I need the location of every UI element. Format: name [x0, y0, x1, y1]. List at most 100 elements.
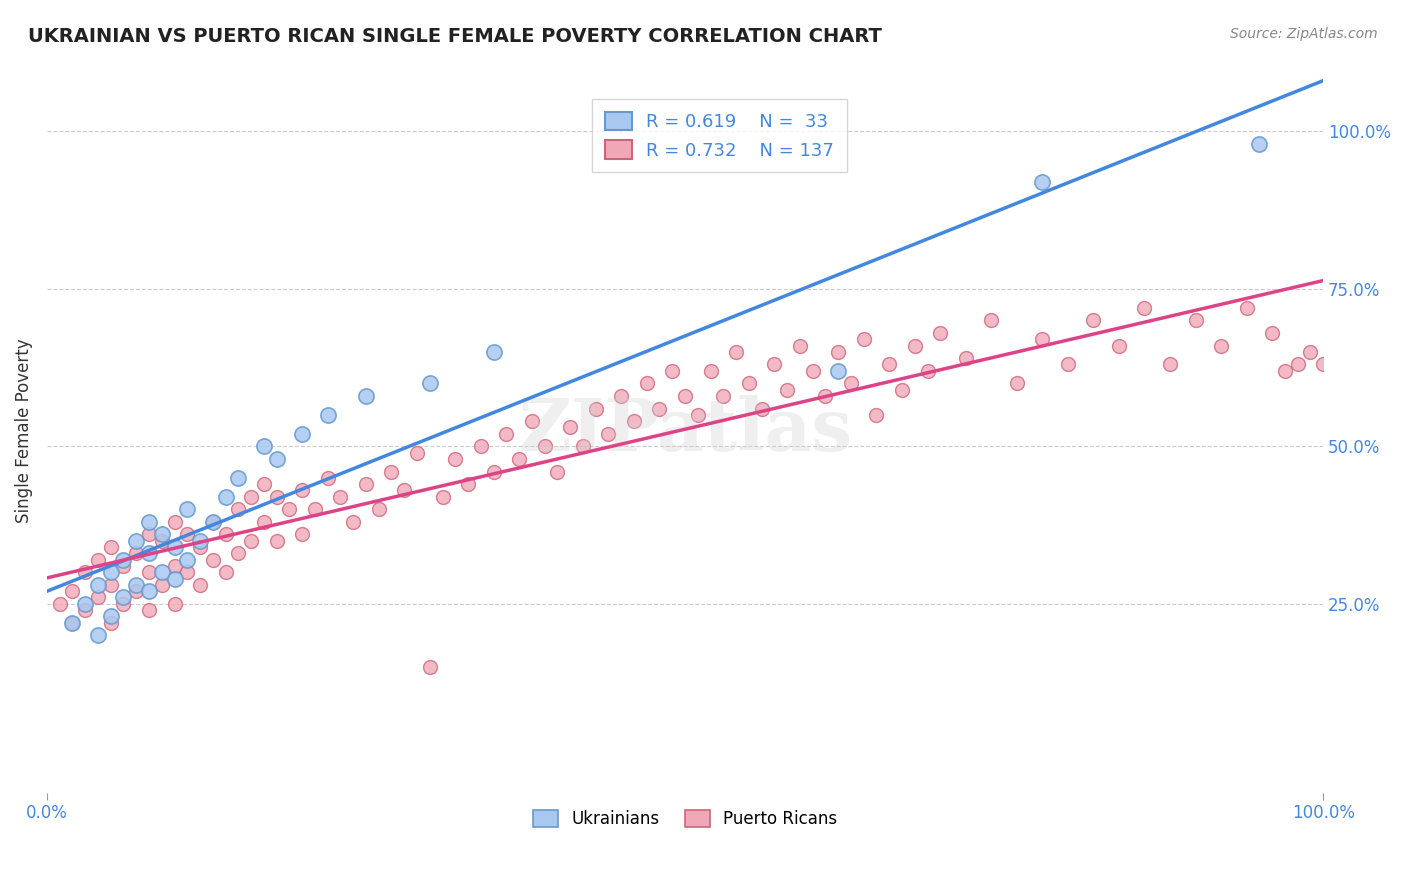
Point: [291, 527, 314, 541]
Point: [87, 552, 110, 566]
Point: [482, 465, 505, 479]
Point: [214, 527, 236, 541]
Point: [470, 439, 492, 453]
Point: [201, 515, 224, 529]
Point: [1108, 338, 1130, 352]
Point: [1299, 344, 1322, 359]
Point: [751, 401, 773, 416]
Point: [444, 451, 467, 466]
Text: ZIPatlas: ZIPatlas: [517, 395, 852, 467]
Point: [865, 408, 887, 422]
Point: [138, 527, 160, 541]
Point: [112, 552, 135, 566]
Point: [163, 540, 186, 554]
Point: [661, 364, 683, 378]
Point: [342, 515, 364, 529]
Point: [1249, 137, 1271, 152]
Point: [62, 584, 84, 599]
Point: [138, 546, 160, 560]
Point: [125, 533, 148, 548]
Point: [138, 566, 160, 580]
Point: [560, 420, 582, 434]
Point: [62, 615, 84, 630]
Text: Source: ZipAtlas.com: Source: ZipAtlas.com: [1230, 27, 1378, 41]
Point: [929, 326, 952, 340]
Point: [163, 597, 186, 611]
Point: [610, 389, 633, 403]
Point: [100, 566, 122, 580]
Point: [138, 515, 160, 529]
Point: [163, 558, 186, 573]
Point: [725, 344, 748, 359]
Point: [75, 566, 97, 580]
Point: [138, 584, 160, 599]
Point: [188, 533, 211, 548]
Point: [253, 439, 276, 453]
Point: [763, 358, 786, 372]
Point: [852, 332, 875, 346]
Point: [176, 566, 198, 580]
Point: [572, 439, 595, 453]
Y-axis label: Single Female Poverty: Single Female Poverty: [15, 338, 32, 523]
Point: [1184, 313, 1206, 327]
Point: [253, 515, 276, 529]
Point: [188, 540, 211, 554]
Point: [1031, 332, 1053, 346]
Point: [1209, 338, 1232, 352]
Point: [432, 490, 454, 504]
Point: [266, 533, 288, 548]
Point: [1236, 301, 1258, 315]
Point: [380, 465, 402, 479]
Point: [520, 414, 543, 428]
Point: [100, 615, 122, 630]
Point: [125, 578, 148, 592]
Point: [163, 515, 186, 529]
Point: [394, 483, 416, 498]
Point: [827, 364, 849, 378]
Point: [150, 533, 173, 548]
Point: [406, 445, 429, 459]
Point: [228, 546, 250, 560]
Point: [228, 471, 250, 485]
Point: [240, 490, 263, 504]
Point: [711, 389, 734, 403]
Point: [62, 615, 84, 630]
Point: [100, 609, 122, 624]
Point: [1031, 175, 1053, 189]
Point: [533, 439, 555, 453]
Point: [1261, 326, 1284, 340]
Point: [827, 344, 849, 359]
Point: [214, 490, 236, 504]
Point: [304, 502, 326, 516]
Point: [585, 401, 607, 416]
Point: [814, 389, 837, 403]
Point: [112, 591, 135, 605]
Point: [278, 502, 301, 516]
Point: [75, 603, 97, 617]
Point: [917, 364, 939, 378]
Point: [1286, 358, 1309, 372]
Point: [789, 338, 811, 352]
Point: [48, 597, 70, 611]
Point: [839, 376, 862, 391]
Point: [150, 578, 173, 592]
Point: [87, 591, 110, 605]
Point: [214, 566, 236, 580]
Point: [1312, 358, 1334, 372]
Point: [316, 408, 339, 422]
Point: [291, 426, 314, 441]
Point: [1133, 301, 1156, 315]
Point: [100, 578, 122, 592]
Point: [738, 376, 761, 391]
Point: [508, 451, 530, 466]
Point: [291, 483, 314, 498]
Point: [87, 578, 110, 592]
Point: [176, 552, 198, 566]
Point: [877, 358, 900, 372]
Point: [354, 477, 377, 491]
Point: [228, 502, 250, 516]
Point: [87, 628, 110, 642]
Text: UKRAINIAN VS PUERTO RICAN SINGLE FEMALE POVERTY CORRELATION CHART: UKRAINIAN VS PUERTO RICAN SINGLE FEMALE …: [28, 27, 882, 45]
Point: [112, 597, 135, 611]
Point: [75, 597, 97, 611]
